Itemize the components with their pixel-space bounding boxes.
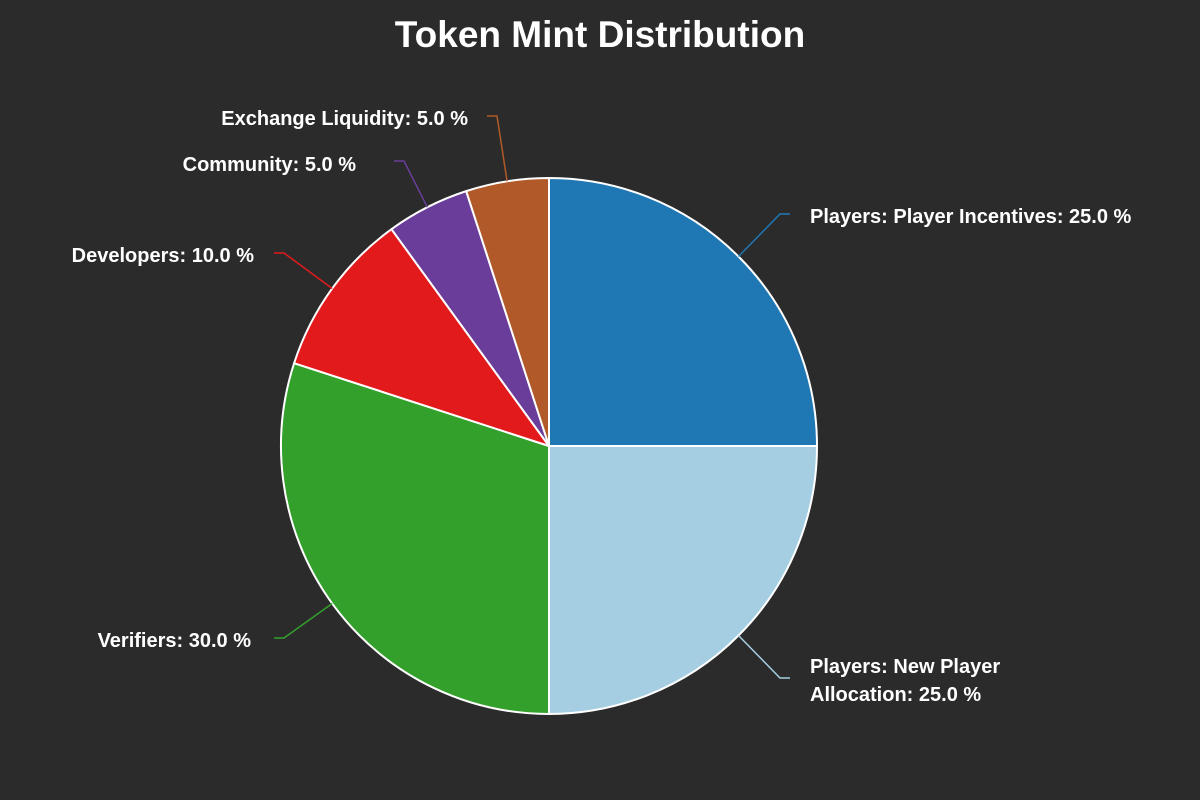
label-leaders: [274, 115, 790, 679]
slice-label-line: Developers: 10.0 %: [72, 245, 255, 267]
slice-label-line: Verifiers: 30.0 %: [98, 630, 252, 652]
slice-label-line: Exchange Liquidity: 5.0 %: [221, 108, 468, 130]
slice-label-3: Developers: 10.0 %: [72, 245, 255, 267]
slice-label-4: Community: 5.0 %: [183, 154, 357, 176]
leader-line-0: [737, 213, 790, 258]
slice-label-line: Players: Player Incentives: 25.0 %: [810, 206, 1132, 228]
pie-slice-0: [548, 177, 818, 447]
slice-label-1: Players: New Player Allocation: 25.0 %: [810, 656, 1000, 706]
pie-slice-2: [280, 362, 550, 715]
leader-line-4: [394, 160, 429, 208]
pie-slice-3: [293, 228, 550, 447]
slice-labels: Players: Player Incentives: 25.0 % Player…: [72, 108, 1132, 706]
slice-label-line: Players: New Player: [810, 656, 1000, 678]
slice-label-line: Allocation: 25.0 %: [810, 684, 981, 706]
leader-line-2: [274, 602, 333, 639]
pie-slices: [280, 177, 818, 715]
leader-line-1: [737, 634, 790, 679]
leader-line-5: [487, 115, 508, 182]
leader-line-3: [274, 252, 333, 290]
pie-slice-5: [465, 177, 550, 447]
chart-title: Token Mint Distribution: [394, 14, 806, 55]
slice-label-5: Exchange Liquidity: 5.0 %: [221, 108, 468, 130]
slice-label-0: Players: Player Incentives: 25.0 %: [810, 206, 1132, 228]
pie-slice-1: [548, 445, 818, 715]
slice-label-line: Community: 5.0 %: [183, 154, 357, 176]
slice-label-2: Verifiers: 30.0 %: [98, 630, 252, 652]
